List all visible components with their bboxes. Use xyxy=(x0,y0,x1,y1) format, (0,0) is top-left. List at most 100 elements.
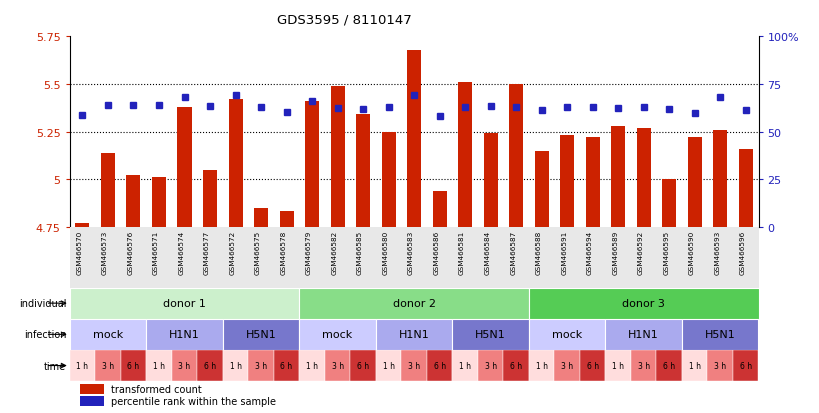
Text: 3 h: 3 h xyxy=(102,361,114,370)
Text: mock: mock xyxy=(551,330,581,339)
Bar xyxy=(330,87,344,227)
Text: 1 h: 1 h xyxy=(459,361,471,370)
Text: GSM466591: GSM466591 xyxy=(560,230,567,275)
Bar xyxy=(350,350,375,381)
Bar xyxy=(299,350,324,381)
Text: H1N1: H1N1 xyxy=(169,330,200,339)
Text: 1 h: 1 h xyxy=(612,361,623,370)
Bar xyxy=(610,126,624,227)
Text: 6 h: 6 h xyxy=(663,361,675,370)
Bar xyxy=(452,350,477,381)
Text: mock: mock xyxy=(93,330,123,339)
Text: H5N1: H5N1 xyxy=(246,330,276,339)
Text: transformed count: transformed count xyxy=(111,384,201,394)
Text: GSM466593: GSM466593 xyxy=(713,230,719,275)
Text: GSM466596: GSM466596 xyxy=(739,230,744,275)
Text: 6 h: 6 h xyxy=(127,361,139,370)
Bar xyxy=(120,350,146,381)
Bar xyxy=(579,350,604,381)
Text: GSM466589: GSM466589 xyxy=(612,230,618,275)
Text: donor 1: donor 1 xyxy=(163,299,206,309)
Bar xyxy=(80,396,104,406)
Text: H5N1: H5N1 xyxy=(704,330,735,339)
Bar xyxy=(254,208,268,227)
Bar xyxy=(534,151,548,227)
Text: 3 h: 3 h xyxy=(637,361,649,370)
Bar xyxy=(80,384,104,394)
Text: infection: infection xyxy=(24,330,66,339)
Text: GSM466576: GSM466576 xyxy=(127,230,133,275)
Text: 6 h: 6 h xyxy=(433,361,446,370)
Bar xyxy=(355,115,369,227)
Text: GSM466583: GSM466583 xyxy=(408,230,414,275)
Bar xyxy=(274,350,299,381)
Bar xyxy=(585,138,599,227)
Text: GSM466578: GSM466578 xyxy=(280,230,286,275)
Text: GSM466594: GSM466594 xyxy=(586,230,592,275)
Text: 1 h: 1 h xyxy=(535,361,547,370)
Bar xyxy=(299,288,528,319)
Bar xyxy=(604,350,630,381)
Text: GSM466579: GSM466579 xyxy=(305,230,312,275)
Text: GSM466574: GSM466574 xyxy=(179,230,184,275)
Text: 6 h: 6 h xyxy=(509,361,522,370)
Bar xyxy=(400,350,427,381)
Bar xyxy=(70,288,299,319)
Text: 3 h: 3 h xyxy=(179,361,190,370)
Bar xyxy=(101,153,115,227)
Bar xyxy=(381,132,395,227)
Bar xyxy=(477,350,503,381)
Bar xyxy=(732,350,758,381)
Text: GSM466571: GSM466571 xyxy=(153,230,159,275)
Text: GSM466585: GSM466585 xyxy=(356,230,363,275)
Text: time: time xyxy=(44,361,66,370)
Text: 6 h: 6 h xyxy=(739,361,751,370)
Bar xyxy=(146,319,223,350)
Text: H1N1: H1N1 xyxy=(398,330,429,339)
Text: GSM466580: GSM466580 xyxy=(382,230,388,275)
Bar xyxy=(305,102,319,227)
Bar xyxy=(687,138,701,227)
Bar xyxy=(248,350,274,381)
Bar xyxy=(152,178,165,227)
Bar xyxy=(528,319,604,350)
Text: GSM466572: GSM466572 xyxy=(229,230,235,275)
Text: 3 h: 3 h xyxy=(560,361,572,370)
Bar xyxy=(452,319,528,350)
Text: GSM466581: GSM466581 xyxy=(459,230,464,275)
Text: 3 h: 3 h xyxy=(484,361,496,370)
Bar xyxy=(713,131,726,227)
Bar xyxy=(483,134,497,227)
Text: 1 h: 1 h xyxy=(153,361,165,370)
Text: 3 h: 3 h xyxy=(331,361,343,370)
Bar xyxy=(427,350,452,381)
Bar xyxy=(503,350,528,381)
Text: GSM466584: GSM466584 xyxy=(484,230,490,275)
Bar xyxy=(279,211,293,227)
Bar xyxy=(75,223,89,227)
Text: percentile rank within the sample: percentile rank within the sample xyxy=(111,396,276,406)
Text: GSM466590: GSM466590 xyxy=(688,230,694,275)
Bar xyxy=(146,350,171,381)
Bar xyxy=(223,350,248,381)
Text: 6 h: 6 h xyxy=(280,361,292,370)
Bar xyxy=(681,319,758,350)
Text: GSM466575: GSM466575 xyxy=(255,230,260,275)
Text: 6 h: 6 h xyxy=(356,361,369,370)
Bar xyxy=(528,350,554,381)
Text: 3 h: 3 h xyxy=(408,361,419,370)
Bar xyxy=(509,85,523,227)
Bar xyxy=(630,350,656,381)
Text: GSM466586: GSM466586 xyxy=(433,230,439,275)
Bar xyxy=(738,150,752,227)
Text: GSM466577: GSM466577 xyxy=(204,230,210,275)
Bar xyxy=(70,319,146,350)
Bar xyxy=(681,350,707,381)
Bar xyxy=(177,107,192,227)
Bar xyxy=(707,350,732,381)
Text: 6 h: 6 h xyxy=(586,361,598,370)
Bar xyxy=(559,136,573,227)
Text: 1 h: 1 h xyxy=(229,361,242,370)
Bar xyxy=(324,350,350,381)
Bar xyxy=(203,170,217,227)
